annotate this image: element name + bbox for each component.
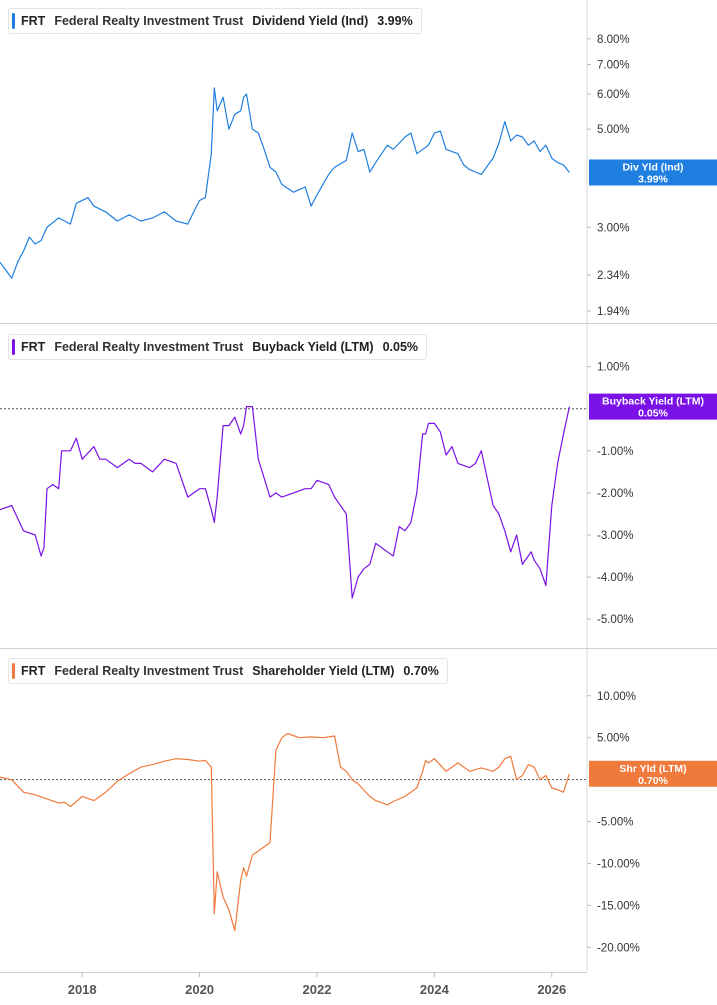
- legend-shareholder-yield[interactable]: FRT Federal Realty Investment Trust Shar…: [8, 658, 448, 684]
- y-tick-label: 2.34%: [597, 270, 630, 282]
- panel-3: 10.00% 5.00% -5.00% -10.00% -15.00% -20.00% Sh…: [0, 691, 717, 954]
- x-tick-label: 2024: [420, 982, 450, 997]
- y-tick-label: -2.00%: [597, 488, 633, 500]
- legend-company: Federal Realty Investment Trust: [54, 340, 244, 354]
- series-line: [0, 87, 570, 279]
- legend-ticker: FRT: [21, 340, 46, 354]
- panel-1: 8.00% 7.00% 6.00% 5.00% 3.00% 2.34% 1.94% Div Y…: [0, 34, 717, 324]
- legend-value: 3.99%: [377, 14, 413, 28]
- y-tick-label: -3.00%: [597, 530, 633, 542]
- x-tick-label: 2020: [185, 982, 214, 997]
- legend-metric: Dividend Yield (Ind): [252, 14, 369, 28]
- y-tick-label: -15.00%: [597, 900, 640, 912]
- series-line: [0, 406, 570, 599]
- legend-ticker: FRT: [21, 14, 46, 28]
- tag-background: [589, 159, 717, 186]
- y-tick-label: -10.00%: [597, 859, 640, 871]
- panels-layer: 8.00% 7.00% 6.00% 5.00% 3.00% 2.34% 1.94% Div Y…: [0, 0, 717, 972]
- y-tick-label: -20.00%: [597, 942, 640, 954]
- x-tick-label: 2018: [68, 982, 97, 997]
- x-axis: 2018 2020 2022 2024 2026: [0, 972, 587, 997]
- legend-ticker: FRT: [21, 664, 46, 678]
- y-tick-label: 3.00%: [597, 222, 630, 234]
- tag-label: Shr Yld (LTM): [619, 763, 686, 775]
- last-value-tag: Div Yld (Ind)3.99%: [589, 159, 717, 186]
- y-tick-label: -5.00%: [597, 817, 633, 829]
- y-tick-label: 10.00%: [597, 691, 636, 703]
- tag-value: 3.99%: [638, 173, 668, 185]
- y-tick-label: 5.00%: [597, 733, 630, 745]
- legend-company: Federal Realty Investment Trust: [54, 664, 244, 678]
- panel-2: 1.00% -1.00% -2.00% -3.00% -4.00% -5.00% Buyba…: [0, 362, 717, 649]
- tag-label: Div Yld (Ind): [622, 161, 683, 173]
- legend-value: 0.05%: [382, 340, 419, 354]
- tag-value: 0.70%: [638, 775, 668, 787]
- last-value-tag: Buyback Yield (LTM)0.05%: [589, 393, 717, 420]
- y-tick-label: 5.00%: [597, 124, 630, 136]
- legend-company: Federal Realty Investment Trust: [54, 14, 244, 28]
- y-tick-label: 6.00%: [597, 89, 630, 101]
- tag-background: [589, 393, 717, 420]
- y-tick-label: 1.00%: [597, 362, 630, 374]
- legend-metric: Buyback Yield (LTM): [252, 340, 374, 354]
- series-swatch-shareholder: [12, 663, 15, 679]
- last-value-tag: Shr Yld (LTM)0.70%: [589, 760, 717, 787]
- tag-background: [589, 760, 717, 787]
- series-swatch-buyback: [12, 339, 15, 355]
- y-tick-label: 7.00%: [597, 59, 630, 71]
- legend-dividend-yield[interactable]: FRT Federal Realty Investment Trust Divi…: [8, 8, 422, 34]
- series-line: [0, 732, 570, 932]
- legend-metric: Shareholder Yield (LTM): [252, 664, 395, 678]
- y-tick-label: -4.00%: [597, 572, 633, 584]
- x-tick-label: 2022: [303, 982, 332, 997]
- legend-buyback-yield[interactable]: FRT Federal Realty Investment Trust Buyb…: [8, 334, 428, 360]
- y-tick-label: 8.00%: [597, 34, 630, 46]
- series-swatch-dividend: [12, 13, 15, 29]
- legend-value: 0.70%: [403, 664, 439, 678]
- y-tick-label: -1.00%: [597, 446, 633, 458]
- tag-value: 0.05%: [638, 408, 668, 420]
- y-tick-label: -5.00%: [597, 614, 633, 626]
- y-tick-label: 1.94%: [597, 306, 630, 318]
- x-tick-label: 2026: [537, 982, 566, 997]
- tag-label: Buyback Yield (LTM): [602, 396, 704, 408]
